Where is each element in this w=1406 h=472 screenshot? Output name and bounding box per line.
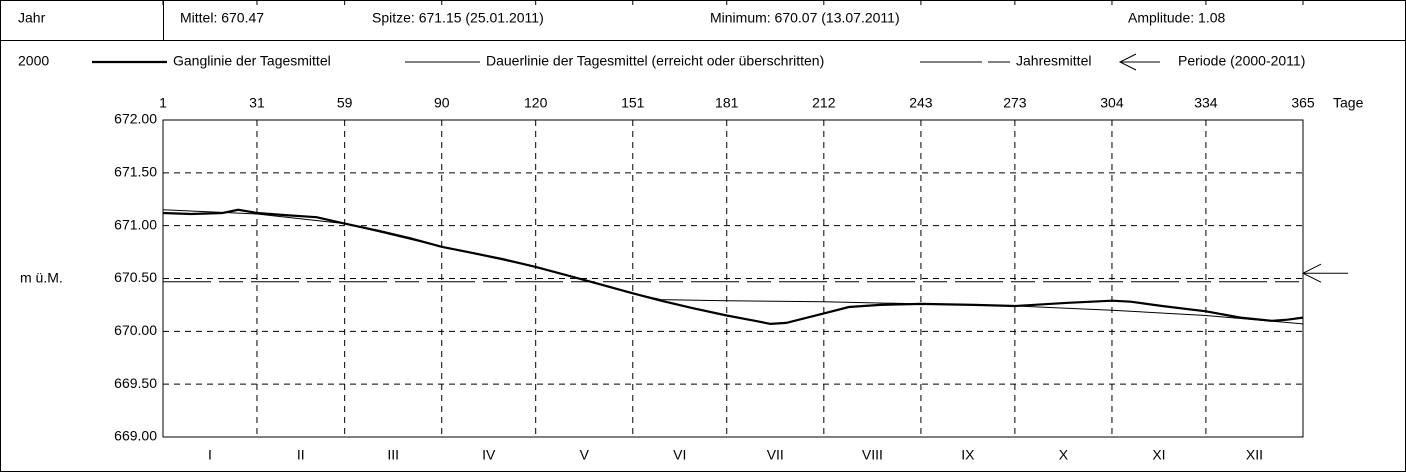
header-amplitude: Amplitude: 1.08 bbox=[1128, 10, 1225, 26]
legend-arrow bbox=[1118, 53, 1160, 71]
header-peak: Spitze: 671.15 (25.01.2011) bbox=[372, 10, 544, 26]
x-tick-label: 334 bbox=[1194, 95, 1218, 111]
period-arrow bbox=[1301, 263, 1348, 283]
x-axis-label: Tage bbox=[1333, 95, 1364, 111]
legend-label: Periode (2000-2011) bbox=[1178, 53, 1305, 69]
x-tick-label: 212 bbox=[812, 95, 836, 111]
x-tick-label: 90 bbox=[434, 95, 450, 111]
legend-label: Jahresmittel bbox=[1016, 53, 1091, 69]
header-mean: Mittel: 670.47 bbox=[180, 10, 264, 26]
x-tick-label: 151 bbox=[621, 95, 645, 111]
month-label: V bbox=[580, 447, 590, 463]
header-minimum: Minimum: 670.07 (13.07.2011) bbox=[710, 10, 900, 26]
series-line bbox=[162, 209, 1304, 325]
series-line bbox=[162, 208, 1304, 326]
month-label: III bbox=[387, 447, 399, 463]
x-tick-label: 365 bbox=[1291, 95, 1315, 111]
x-tick-label: 181 bbox=[715, 95, 739, 111]
header-label: Jahr bbox=[18, 10, 46, 26]
y-tick-label: 669.00 bbox=[114, 428, 157, 444]
y-tick-label: 671.50 bbox=[114, 164, 157, 180]
month-label: VI bbox=[673, 447, 686, 463]
month-label: VIII bbox=[862, 447, 883, 463]
y-tick-label: 672.00 bbox=[114, 111, 157, 127]
x-tick-label: 273 bbox=[1003, 95, 1027, 111]
month-label: XII bbox=[1246, 447, 1263, 463]
month-label: VII bbox=[767, 447, 784, 463]
month-label: X bbox=[1059, 447, 1069, 463]
y-tick-label: 670.00 bbox=[114, 322, 157, 338]
year-label: 2000 bbox=[18, 53, 49, 69]
x-tick-label: 304 bbox=[1100, 95, 1124, 111]
y-tick-label: 669.50 bbox=[114, 375, 157, 391]
x-tick-label: 120 bbox=[524, 95, 548, 111]
month-label: II bbox=[297, 447, 305, 463]
x-tick-label: 31 bbox=[249, 95, 265, 111]
legend-label: Dauerlinie der Tagesmittel (erreicht ode… bbox=[486, 53, 824, 69]
y-tick-label: 670.50 bbox=[114, 269, 157, 285]
x-tick-label: 243 bbox=[909, 95, 933, 111]
plot-frame bbox=[162, 119, 1304, 438]
month-label: XI bbox=[1152, 447, 1165, 463]
x-tick-label: 59 bbox=[337, 95, 353, 111]
x-tick-label: 1 bbox=[159, 95, 167, 111]
legend-label: Ganglinie der Tagesmittel bbox=[173, 53, 331, 69]
y-tick-label: 671.00 bbox=[114, 216, 157, 232]
y-axis-label: m ü.M. bbox=[20, 270, 63, 286]
month-label: IX bbox=[961, 447, 975, 463]
month-label: IV bbox=[482, 447, 496, 463]
month-label: I bbox=[208, 447, 212, 463]
